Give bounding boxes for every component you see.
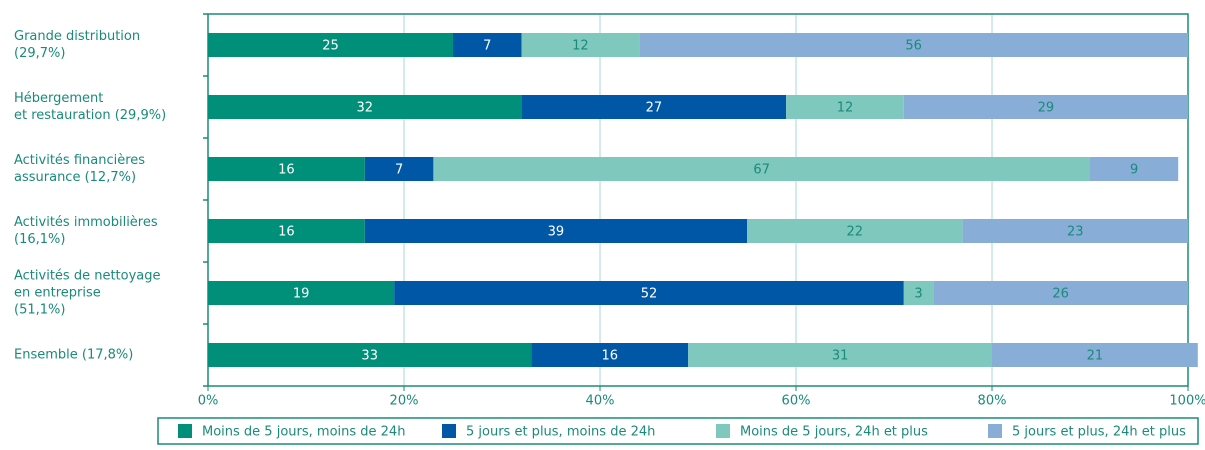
- x-tick-label: 60%: [782, 394, 811, 409]
- data-label: 67: [753, 163, 770, 178]
- data-label: 33: [361, 349, 378, 364]
- data-label: 26: [1052, 287, 1069, 302]
- data-label: 7: [395, 163, 403, 178]
- legend-label: 5 jours et plus, moins de 24h: [466, 425, 655, 440]
- bar-segment: [208, 157, 365, 181]
- data-label: 12: [837, 101, 854, 116]
- bar-segment: [364, 157, 434, 181]
- data-label: 21: [1087, 349, 1104, 364]
- data-label: 56: [905, 39, 922, 54]
- bar-segment: [786, 95, 904, 119]
- x-tick-label: 80%: [978, 394, 1007, 409]
- y-tick-label: assurance (12,7%): [14, 170, 136, 185]
- bar-segment: [903, 95, 1188, 119]
- data-label: 31: [832, 349, 849, 364]
- bar-segment: [1090, 157, 1179, 181]
- legend-swatch: [178, 424, 192, 438]
- bar-segment: [364, 219, 747, 243]
- plot-frame: [207, 13, 1189, 387]
- y-tick-label: (51,1%): [14, 303, 65, 318]
- y-tick-label: Grande distribution: [14, 29, 140, 44]
- y-tick-label: en entreprise: [14, 286, 101, 301]
- data-label: 22: [847, 225, 864, 240]
- bar-segment: [208, 343, 532, 367]
- bar-segment: [453, 33, 522, 57]
- data-label: 29: [1038, 101, 1055, 116]
- bar-segment: [394, 281, 904, 305]
- legend-label: 5 jours et plus, 24h et plus: [1012, 425, 1186, 440]
- data-label: 23: [1067, 225, 1084, 240]
- legend-swatch: [716, 424, 730, 438]
- bar-segment: [208, 95, 522, 119]
- x-tick-label: 0%: [198, 394, 219, 409]
- data-label: 39: [548, 225, 565, 240]
- data-label: 7: [483, 39, 491, 54]
- y-tick-label: Activités immobilières: [14, 215, 158, 230]
- bar-segment: [521, 33, 640, 57]
- bar-segment: [992, 343, 1198, 367]
- y-tick-label: Activités de nettoyage: [14, 269, 161, 284]
- legend-label: Moins de 5 jours, moins de 24h: [202, 425, 405, 440]
- legend-box: [157, 417, 1199, 445]
- bar-segment: [521, 95, 787, 119]
- bar-segment: [688, 343, 992, 367]
- data-label: 19: [293, 287, 310, 302]
- data-label: 3: [914, 287, 922, 302]
- legend-swatch: [988, 424, 1002, 438]
- x-tick-label: 20%: [390, 394, 419, 409]
- y-tick-label: Activités financières: [14, 153, 145, 168]
- y-tick-label: Hébergement: [14, 91, 103, 106]
- data-label: 32: [357, 101, 374, 116]
- data-label: 16: [278, 163, 295, 178]
- y-tick-label: et restauration (29,9%): [14, 108, 166, 123]
- data-label: 9: [1130, 163, 1138, 178]
- y-tick-label: (29,7%): [14, 46, 65, 61]
- x-tick-label: 100%: [1169, 394, 1205, 409]
- bar-segment: [903, 281, 934, 305]
- x-tick-label: 40%: [586, 394, 615, 409]
- bar-segment: [208, 33, 453, 57]
- data-label: 12: [572, 39, 589, 54]
- data-label: 16: [602, 349, 619, 364]
- y-tick-label: Ensemble (17,8%): [14, 348, 133, 363]
- legend-swatch: [442, 424, 456, 438]
- bar-segment: [747, 219, 963, 243]
- bar-segment: [208, 219, 365, 243]
- bar-segment: [933, 281, 1188, 305]
- bar-segment: [433, 157, 1090, 181]
- bar-segment: [208, 281, 395, 305]
- bar-segment: [531, 343, 689, 367]
- bar-segment: [962, 219, 1188, 243]
- data-label: 25: [322, 39, 339, 54]
- data-label: 27: [646, 101, 663, 116]
- bar-segment: [639, 33, 1188, 57]
- data-label: 16: [278, 225, 295, 240]
- legend-label: Moins de 5 jours, 24h et plus: [740, 425, 928, 440]
- data-label: 52: [641, 287, 658, 302]
- y-tick-label: (16,1%): [14, 232, 65, 247]
